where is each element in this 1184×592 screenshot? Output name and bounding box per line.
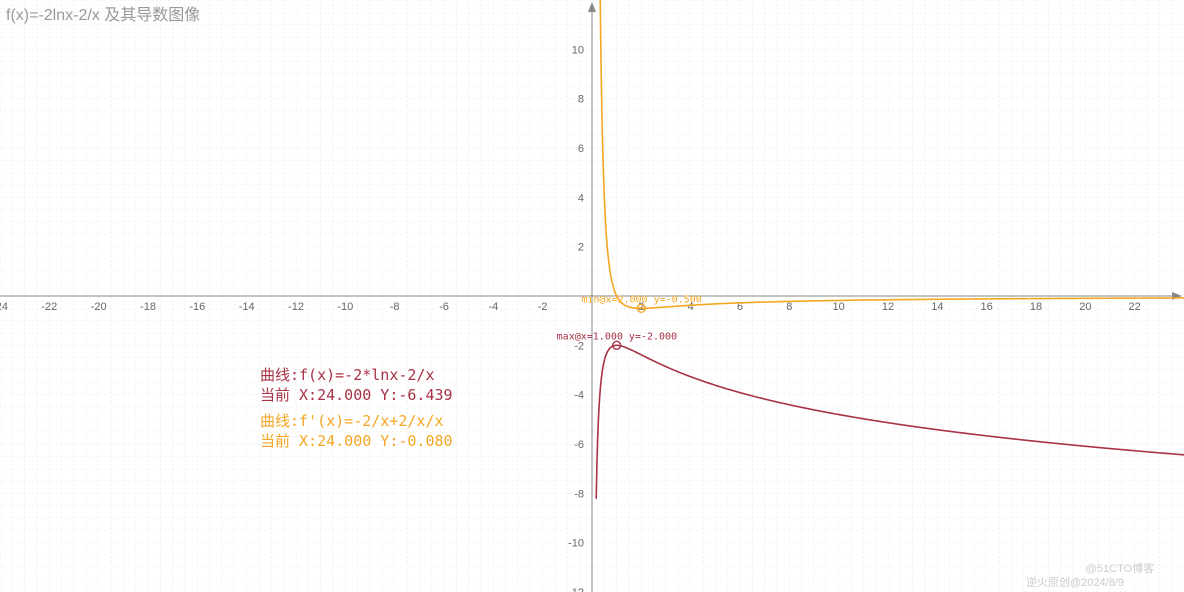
x-tick-label: 22 [1129, 301, 1141, 313]
x-tick-label: 10 [833, 301, 845, 313]
watermark: @51CTO博客 [1086, 561, 1154, 575]
function-plot: -24-22-20-18-16-14-12-10-8-6-4-224681012… [0, 0, 1184, 592]
x-tick-label: 14 [931, 301, 943, 313]
x-tick-label: 8 [786, 301, 792, 313]
x-tick-label: -8 [390, 301, 400, 313]
x-tick-label: 18 [1030, 301, 1042, 313]
y-tick-label: 8 [578, 94, 584, 106]
x-tick-label: -4 [488, 301, 498, 313]
y-tick-label: 2 [578, 242, 584, 254]
y-tick-label: 6 [578, 143, 584, 155]
y-tick-label: -4 [574, 390, 584, 402]
x-tick-label: 20 [1079, 301, 1091, 313]
x-tick-label: -20 [91, 301, 107, 313]
chart-title: f(x)=-2lnx-2/x 及其导数图像 [6, 6, 200, 24]
watermark: 逆火原创@2024/8/9 [1026, 575, 1124, 589]
marker-label-f: max@x=1.000 y=-2.000 [557, 331, 677, 342]
x-tick-label: -2 [538, 301, 548, 313]
x-tick-label: 16 [981, 301, 993, 313]
y-tick-label: 10 [572, 44, 584, 56]
y-tick-label: -6 [574, 439, 584, 451]
x-tick-label: -10 [337, 301, 353, 313]
legend-line: 当前 X:24.000 Y:-6.439 [260, 386, 453, 404]
x-tick-label: -18 [140, 301, 156, 313]
legend-line: 曲线:f(x)=-2*lnx-2/x [260, 366, 435, 384]
x-tick-label: -12 [288, 301, 304, 313]
x-tick-label: -22 [41, 301, 57, 313]
y-tick-label: -10 [568, 538, 584, 550]
x-tick-label: -16 [189, 301, 205, 313]
x-tick-label: -6 [439, 301, 449, 313]
x-tick-label: 12 [882, 301, 894, 313]
marker-label-fprime: min@x=2.000 y=-0.500 [581, 294, 701, 305]
x-tick-label: -14 [239, 301, 255, 313]
legend-line: 曲线:f'(x)=-2/x+2/x/x [260, 412, 444, 430]
y-tick-label: -8 [574, 488, 584, 500]
x-tick-label: -24 [0, 301, 8, 313]
y-tick-label: -12 [568, 587, 584, 592]
legend-line: 当前 X:24.000 Y:-0.080 [260, 432, 453, 450]
y-tick-label: 4 [578, 192, 584, 204]
